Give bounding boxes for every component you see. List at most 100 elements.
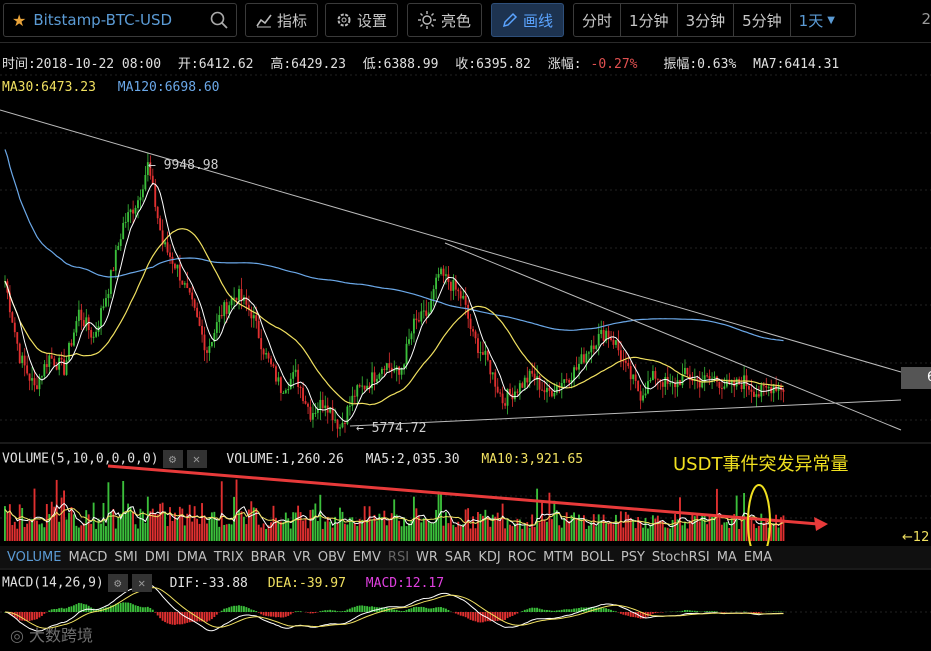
volume-bar: [489, 526, 492, 541]
indicator-tab-rsi[interactable]: RSI: [387, 549, 410, 565]
info-bar: 时间:2018-10-22 08:00 开:6412.62 高:6429.23 …: [2, 53, 848, 72]
indicator-tab-volume[interactable]: VOLUME: [7, 549, 62, 565]
indicators-button[interactable]: 指标: [245, 3, 319, 37]
macd-bar: [417, 607, 420, 612]
draw-button[interactable]: 画线: [491, 3, 565, 37]
indicator-tab-sar[interactable]: SAR: [444, 549, 472, 565]
indicator-tab-brar[interactable]: BRAR: [250, 549, 286, 565]
indicator-tab-ma[interactable]: MA: [716, 549, 737, 565]
candle-body: [464, 295, 467, 305]
candle-body: [279, 377, 282, 393]
volume-bar: [580, 519, 583, 541]
close-icon[interactable]: ✕: [131, 574, 152, 592]
candle-body: [336, 419, 339, 429]
symbol-selector[interactable]: ★ Bitstamp-BTC-USD: [3, 3, 237, 37]
volume-bar: [385, 525, 388, 541]
settings-button[interactable]: 设置: [325, 3, 399, 37]
gear-icon[interactable]: ⚙: [107, 574, 128, 592]
candle-body: [321, 399, 324, 409]
candle-body: [639, 391, 642, 401]
macd-bar: [321, 610, 324, 612]
candle-body: [77, 309, 80, 322]
volume-arrowhead: [814, 517, 828, 531]
candle-body: [738, 378, 741, 385]
gear-icon[interactable]: ⚙: [162, 450, 183, 468]
candle-body: [706, 375, 709, 377]
candle-body: [390, 367, 393, 371]
indicator-tab-obv[interactable]: OBV: [317, 549, 346, 565]
macd-bar: [53, 608, 56, 612]
macd-bar: [693, 610, 696, 612]
volume-bar: [154, 513, 157, 541]
volume-bar: [393, 499, 396, 541]
candle-body: [45, 364, 48, 367]
candle-body: [767, 387, 770, 389]
indicator-tab-kdj[interactable]: KDJ: [478, 549, 501, 565]
star-icon[interactable]: ★: [12, 10, 27, 30]
candle-body: [656, 378, 659, 380]
timeframe-tab-active[interactable]: 1天 ▼: [791, 4, 855, 36]
volume-bar: [486, 516, 489, 541]
volume-bar: [617, 522, 620, 541]
indicator-tab-roc[interactable]: ROC: [507, 549, 537, 565]
indicator-tab-dma[interactable]: DMA: [176, 549, 207, 565]
volume-bar: [223, 524, 226, 541]
indicator-tab-smi[interactable]: SMI: [114, 549, 138, 565]
candle-body: [117, 245, 120, 250]
volume-bar: [474, 528, 477, 541]
timeframe-tab[interactable]: 3分钟: [678, 4, 735, 36]
volume-bar: [178, 506, 181, 541]
volume-header: VOLUME(5,10,0,0,0,0) ⚙ ✕ VOLUME:1,260.26 M…: [2, 450, 583, 468]
timeframe-tab[interactable]: 分时: [574, 4, 622, 36]
timeframe-tab[interactable]: 5分钟: [734, 4, 791, 36]
candle-body: [713, 376, 716, 379]
macd-bar: [220, 610, 223, 612]
indicator-tab-trix[interactable]: TRIX: [213, 549, 244, 565]
macd-bar: [380, 607, 383, 612]
volume-bar: [334, 516, 337, 541]
candle-body: [139, 197, 142, 201]
close-icon[interactable]: ✕: [186, 450, 207, 468]
macd-indicator-label: MACD(14,26,9): [2, 575, 104, 591]
theme-button[interactable]: 亮色: [407, 3, 483, 37]
volume-bar: [53, 506, 56, 541]
volume-bar: [454, 527, 457, 541]
indicator-tab-boll[interactable]: BOLL: [580, 549, 614, 565]
volume-bar: [760, 513, 763, 541]
indicator-tab-wr[interactable]: WR: [416, 549, 438, 565]
candle-body: [550, 390, 553, 397]
indicator-tab-stochrsi[interactable]: StochRSI: [651, 549, 710, 565]
volume-bar: [582, 515, 585, 541]
candle-body: [661, 382, 664, 387]
volume-bar: [422, 518, 425, 541]
macd-bar: [75, 604, 78, 612]
info-change-label: 涨幅:: [547, 57, 582, 72]
volume-bar: [459, 525, 462, 541]
volume-bar: [225, 524, 228, 541]
indicator-tab-macd[interactable]: MACD: [68, 549, 108, 565]
macd-bar: [50, 609, 53, 612]
macd-bar: [233, 605, 235, 612]
candle-body: [334, 419, 337, 421]
candle-body: [499, 392, 502, 394]
candle-body: [40, 376, 43, 378]
indicator-tab-ema[interactable]: EMA: [743, 549, 773, 565]
timeframe-tab[interactable]: 1分钟: [621, 4, 678, 36]
macd-bar: [4, 612, 6, 613]
volume-bar: [132, 511, 134, 541]
macd-bar: [114, 603, 117, 612]
macd-bar: [255, 611, 258, 612]
indicator-tab-dmi[interactable]: DMI: [144, 549, 170, 565]
chevron-down-icon: ▼: [827, 14, 835, 26]
indicator-tab-vr[interactable]: VR: [292, 549, 311, 565]
theme-label: 亮色: [441, 11, 472, 30]
indicator-tab-emv[interactable]: EMV: [352, 549, 381, 565]
macd-bar: [760, 612, 763, 613]
ma-legend: MA30:6473.23 MA120:6698.60: [2, 80, 220, 95]
candle-body: [568, 379, 571, 383]
indicator-tab-psy[interactable]: PSY: [620, 549, 645, 565]
volume-bar: [526, 522, 529, 541]
search-icon[interactable]: [210, 11, 228, 29]
indicator-tab-mtm[interactable]: MTM: [543, 549, 574, 565]
